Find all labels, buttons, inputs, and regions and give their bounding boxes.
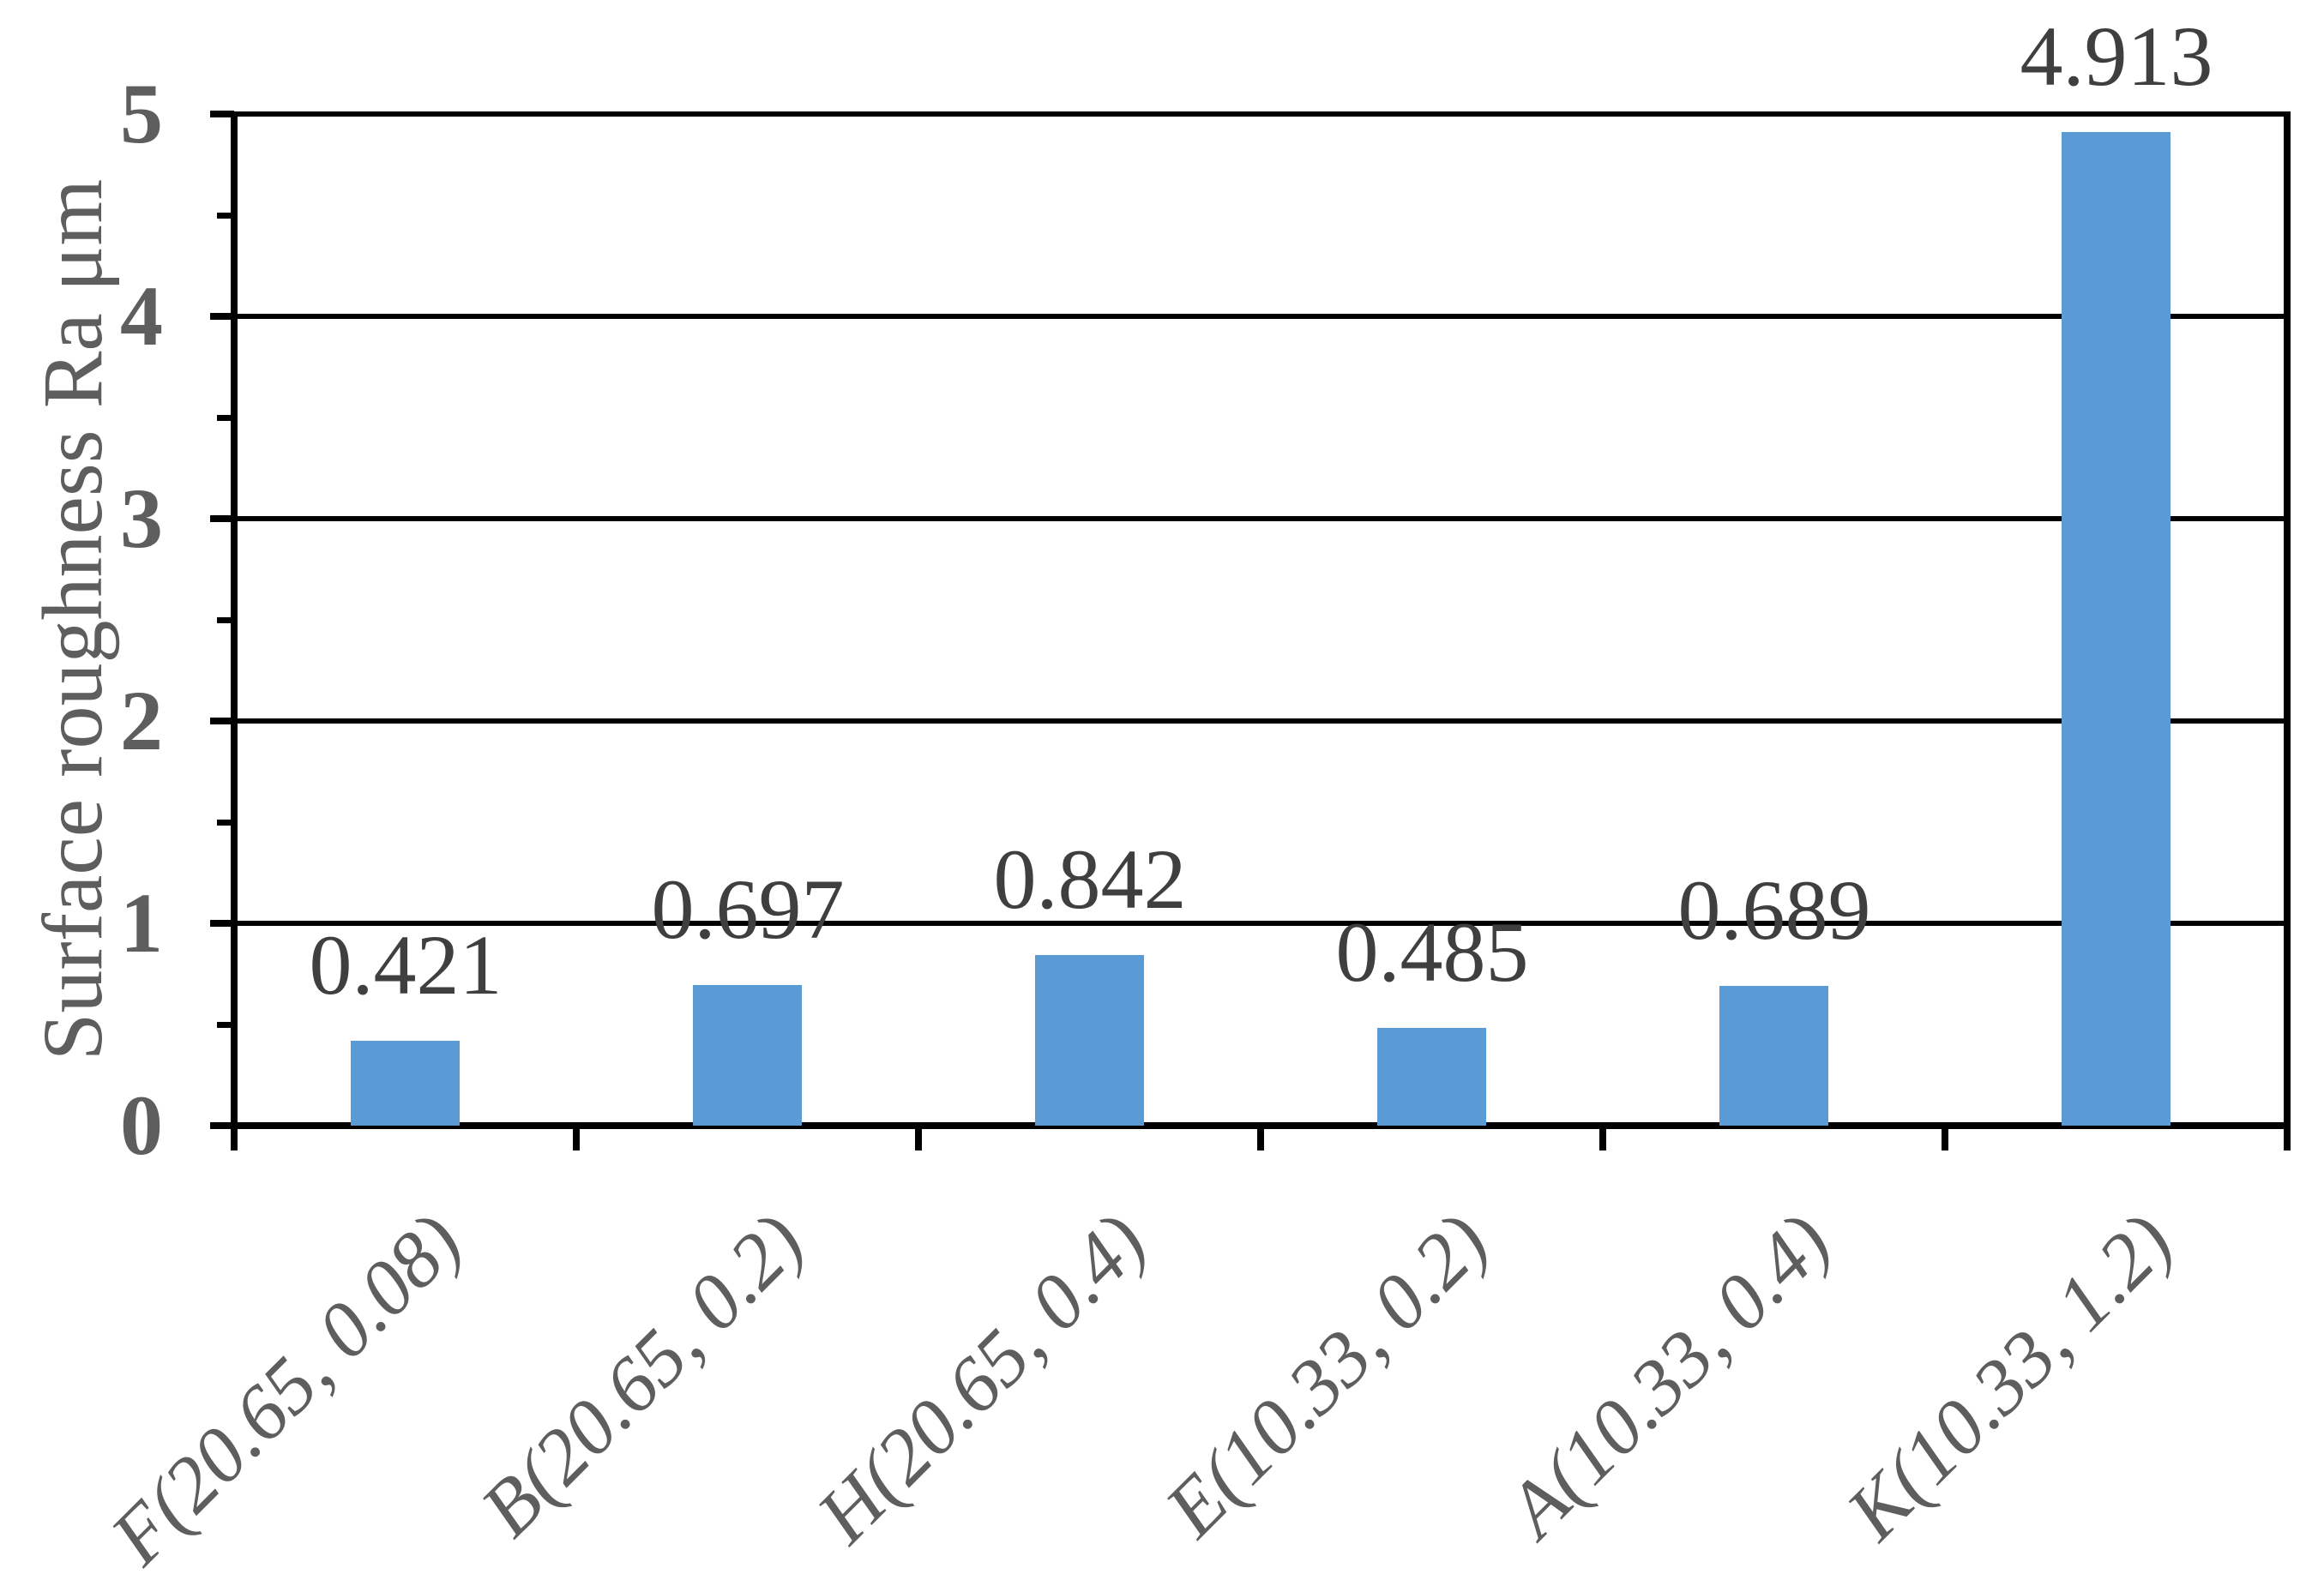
y-gridline bbox=[231, 111, 2291, 117]
y-major-tick bbox=[210, 920, 234, 927]
bar bbox=[1035, 955, 1144, 1126]
x-axis-line bbox=[231, 1122, 2291, 1129]
y-gridline bbox=[231, 921, 2291, 926]
bar bbox=[2062, 132, 2170, 1126]
y-major-tick bbox=[210, 313, 234, 320]
bar bbox=[1719, 986, 1828, 1126]
x-category-label: B(20.65, 0.2) bbox=[464, 1196, 821, 1553]
y-gridline bbox=[231, 718, 2291, 724]
y-tick-label: 1 bbox=[120, 875, 163, 970]
bar-data-label: 0.689 bbox=[1677, 862, 1871, 958]
y-tick-label: 0 bbox=[120, 1078, 163, 1173]
x-tick bbox=[915, 1126, 922, 1150]
y-axis-line bbox=[231, 111, 238, 1150]
y-major-tick bbox=[210, 1122, 234, 1129]
y-tick-label: 3 bbox=[120, 471, 163, 566]
x-category-label: H(20.65, 0.4) bbox=[799, 1196, 1163, 1559]
x-category-label: F(20.65, 0.08) bbox=[93, 1196, 479, 1581]
plot-right-border bbox=[2284, 111, 2291, 1150]
y-minor-tick bbox=[217, 820, 234, 826]
y-major-tick bbox=[210, 718, 234, 724]
x-tick bbox=[1942, 1126, 1948, 1150]
x-category-label: E(10.33, 0.2) bbox=[1148, 1196, 1505, 1553]
y-gridline bbox=[231, 516, 2291, 521]
y-minor-tick bbox=[217, 415, 234, 421]
y-major-tick bbox=[210, 515, 234, 522]
bar-data-label: 4.913 bbox=[2020, 9, 2213, 104]
y-tick-label: 2 bbox=[120, 673, 163, 768]
x-tick bbox=[1599, 1126, 1606, 1150]
y-tick-label: 4 bbox=[120, 268, 163, 363]
y-minor-tick bbox=[217, 213, 234, 219]
y-major-tick bbox=[210, 111, 234, 117]
bar bbox=[1377, 1028, 1486, 1126]
x-category-label: K(10.33, 1.2) bbox=[1829, 1196, 2189, 1556]
y-tick-label: 5 bbox=[120, 66, 163, 161]
y-minor-tick bbox=[217, 617, 234, 623]
x-tick bbox=[1257, 1126, 1264, 1150]
bar-data-label: 0.485 bbox=[1335, 904, 1529, 1000]
y-gridline bbox=[231, 314, 2291, 319]
y-minor-tick bbox=[217, 1022, 234, 1028]
x-category-label: A(10.33, 0.4) bbox=[1490, 1196, 1847, 1553]
bar bbox=[693, 985, 802, 1126]
bar-data-label: 0.697 bbox=[651, 862, 845, 957]
bar-data-label: 0.842 bbox=[993, 832, 1187, 927]
x-tick bbox=[573, 1126, 580, 1150]
bar-data-label: 0.421 bbox=[309, 917, 503, 1012]
y-axis-title: Surface roughness Ra μm bbox=[25, 178, 120, 1061]
bar bbox=[351, 1041, 460, 1126]
